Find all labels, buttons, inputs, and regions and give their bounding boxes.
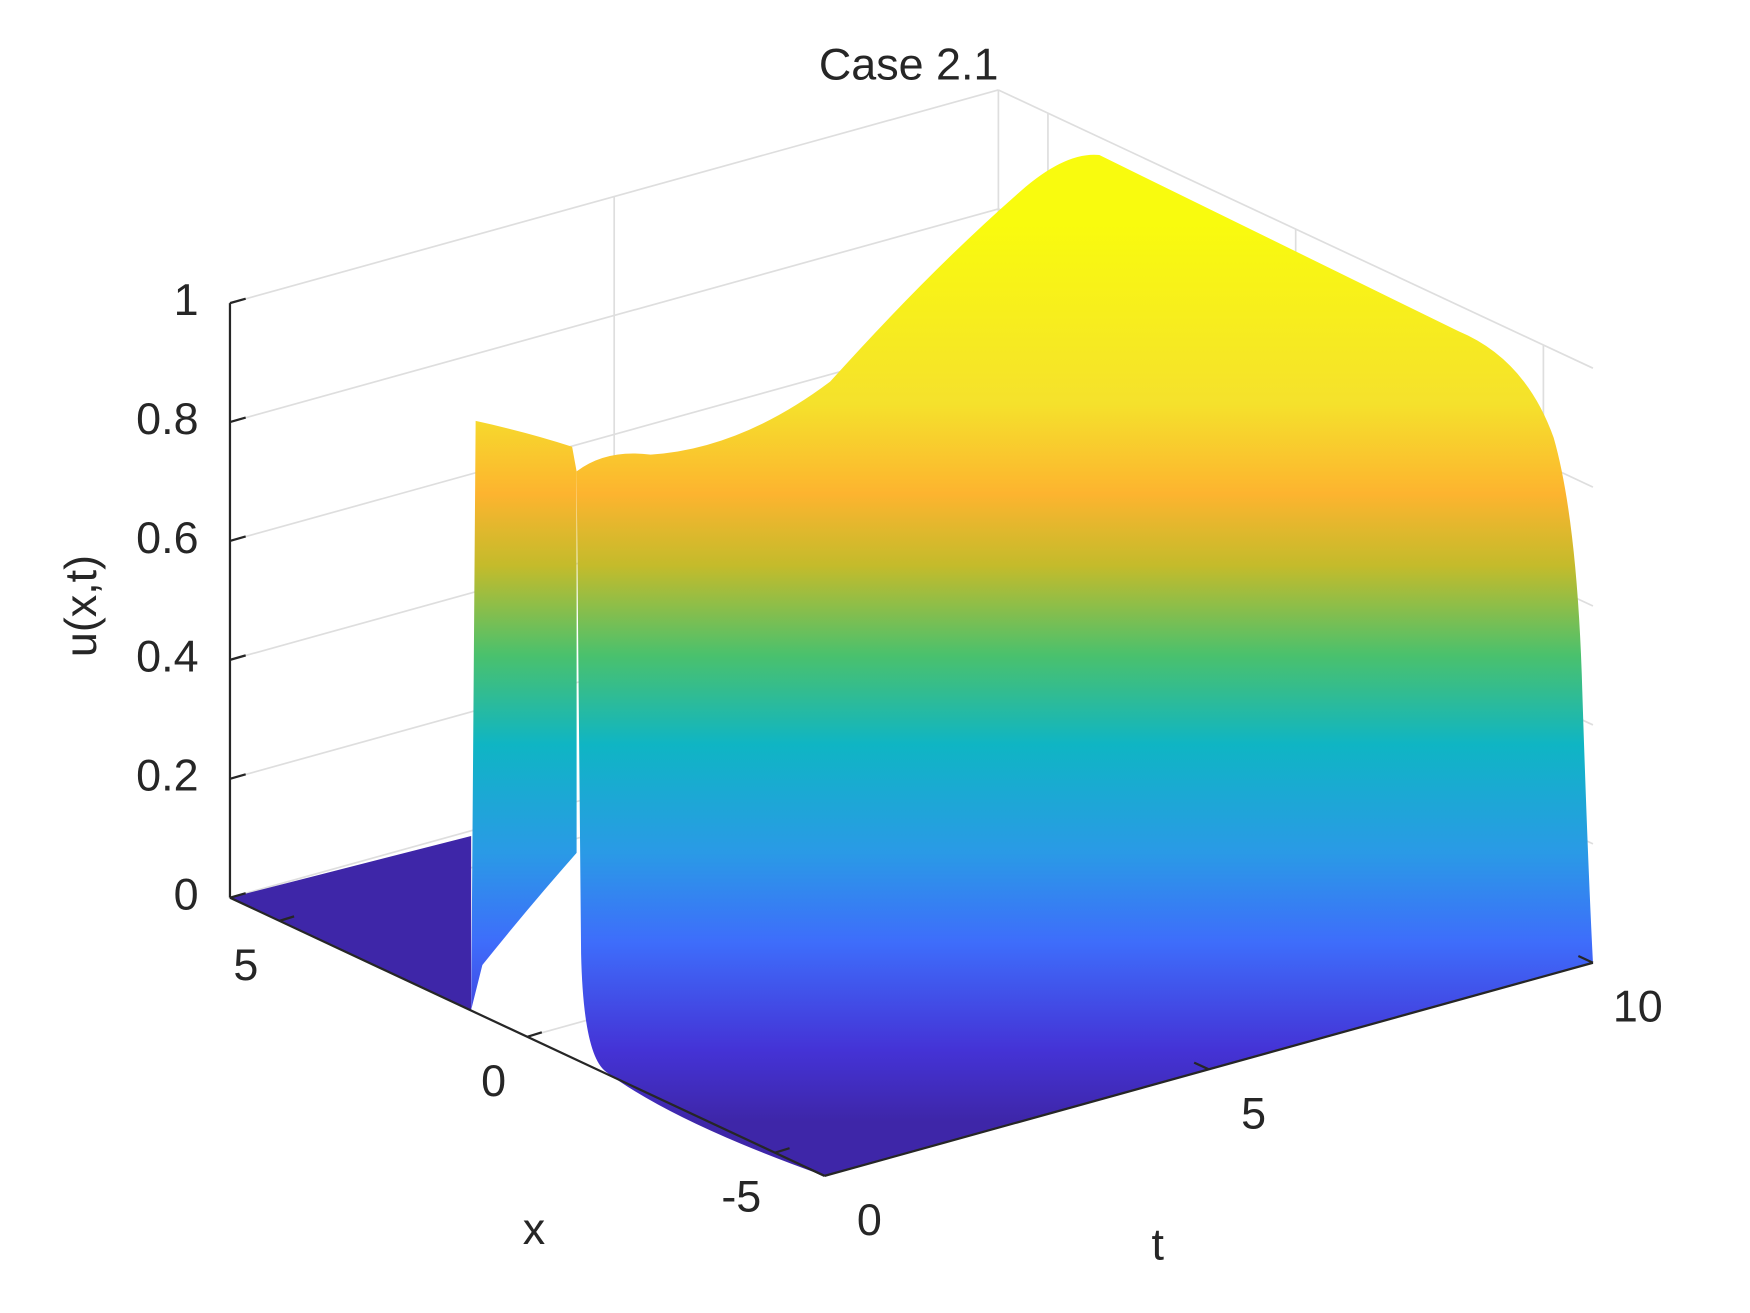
z-tick-label: 0.4 <box>136 631 198 682</box>
z-tick <box>229 535 246 543</box>
z-tick <box>229 654 246 661</box>
z-tick-label: 0 <box>174 869 199 920</box>
z-tick-label: 0.8 <box>136 393 198 444</box>
y-tick <box>809 1168 825 1177</box>
x-axis-label: x <box>523 1203 545 1254</box>
y-axis <box>824 961 1594 1177</box>
z-tick <box>229 892 246 899</box>
x-tick <box>279 915 295 922</box>
surface <box>229 154 1593 1176</box>
x-tick-label: 0 <box>481 1055 506 1106</box>
x-tick-label: 5 <box>233 939 258 990</box>
surface-sheet <box>576 154 1593 1176</box>
y-tick <box>1193 1061 1210 1071</box>
chart-title: Case 2.1 <box>819 38 999 89</box>
surface-spike <box>471 420 577 1010</box>
z-tick <box>229 773 246 780</box>
z-tick <box>229 416 246 424</box>
z-tick-label: 0.2 <box>136 750 198 801</box>
y-axis-label: t <box>1151 1219 1164 1270</box>
z-tick <box>229 297 246 305</box>
z-axis-label: u(x,t) <box>55 555 106 657</box>
y-tick-label: 5 <box>1241 1087 1266 1138</box>
surface-floor <box>229 835 472 1010</box>
x-tick <box>526 1031 543 1038</box>
y-tick <box>1577 955 1594 964</box>
z-tick-label: 0.6 <box>136 512 198 563</box>
z-tick-label: 1 <box>174 274 199 325</box>
x-tick-label: -5 <box>721 1171 761 1222</box>
y-tick-label: 0 <box>857 1194 882 1245</box>
x-tick <box>774 1147 790 1154</box>
y-tick-label: 10 <box>1613 981 1663 1032</box>
